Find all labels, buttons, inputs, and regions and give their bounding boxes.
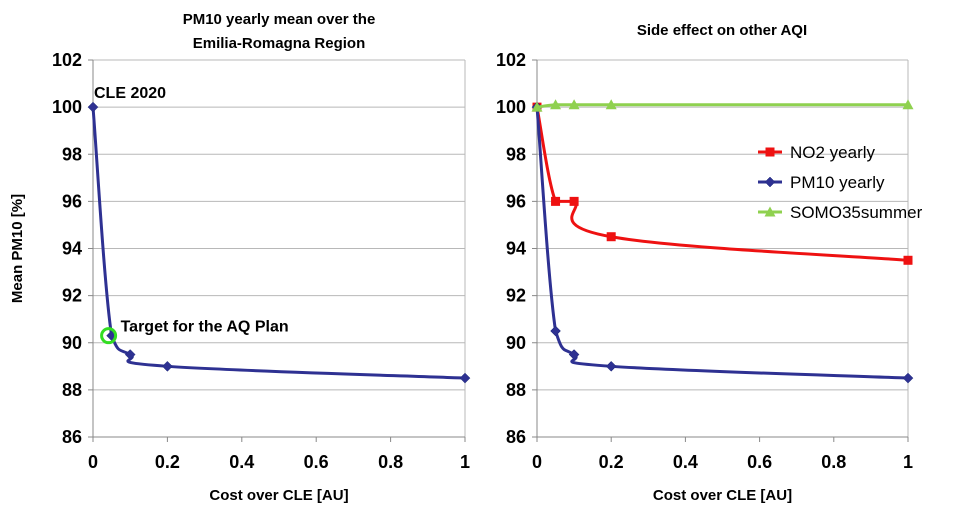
- data-point: [568, 99, 580, 110]
- x-tick-label: 0.6: [304, 452, 329, 472]
- y-tick-label: 100: [496, 97, 526, 117]
- x-tick-label: 0.4: [673, 452, 698, 472]
- data-point: [531, 101, 543, 112]
- chart-2: Side effect on other AQI8688909294969810…: [496, 22, 923, 504]
- y-axis-label: Mean PM10 [%]: [9, 194, 26, 303]
- chart-title: PM10 yearly mean over the: [183, 11, 376, 28]
- x-tick-label: 0.6: [747, 452, 772, 472]
- y-tick-label: 102: [52, 50, 82, 70]
- data-point: [902, 372, 914, 384]
- x-tick-label: 0.2: [155, 452, 180, 472]
- annotation-label: Target for the AQ Plan: [121, 319, 289, 336]
- x-tick-label: 1: [903, 452, 913, 472]
- y-tick-label: 92: [506, 286, 526, 306]
- y-tick-label: 94: [506, 239, 526, 259]
- x-axis-label: Cost over CLE [AU]: [209, 487, 348, 504]
- data-point: [605, 360, 617, 372]
- legend-label: NO2 yearly: [790, 143, 876, 162]
- y-tick-label: 96: [506, 191, 526, 211]
- y-tick-label: 88: [506, 380, 526, 400]
- annotation-label: CLE 2020: [94, 85, 166, 102]
- y-tick-label: 92: [62, 286, 82, 306]
- y-tick-label: 86: [62, 427, 82, 447]
- data-point: [87, 101, 99, 113]
- data-point: [568, 349, 580, 360]
- series-line-no2-yearly: [535, 106, 909, 262]
- data-point: [903, 255, 913, 265]
- data-point: [569, 196, 579, 206]
- data-point: [162, 360, 173, 372]
- legend-swatch-marker: [764, 176, 776, 188]
- y-tick-label: 98: [62, 144, 82, 164]
- y-tick-label: 98: [506, 144, 526, 164]
- data-point: [459, 372, 471, 384]
- y-tick-label: 94: [62, 239, 82, 259]
- x-tick-label: 0.8: [378, 452, 403, 472]
- legend-swatch-marker: [764, 206, 776, 217]
- x-tick-label: 0.4: [229, 452, 254, 472]
- y-tick-label: 88: [62, 380, 82, 400]
- y-tick-label: 100: [52, 97, 82, 117]
- y-tick-label: 90: [506, 333, 526, 353]
- chart-title: Side effect on other AQI: [637, 22, 807, 39]
- chart-1: PM10 yearly mean over the Emilia-Romagna …: [9, 11, 471, 504]
- legend: NO2 yearly PM10 yearly SOMO35summer: [758, 143, 923, 222]
- x-tick-label: 1: [460, 452, 470, 472]
- x-tick-label: 0.2: [599, 452, 624, 472]
- x-tick-label: 0: [88, 452, 98, 472]
- y-tick-label: 90: [62, 333, 82, 353]
- legend-label: SOMO35summer: [790, 203, 923, 222]
- x-tick-label: 0.8: [821, 452, 846, 472]
- data-point: [902, 99, 914, 110]
- x-axis-label: Cost over CLE [AU]: [653, 487, 792, 504]
- y-tick-label: 96: [62, 191, 82, 211]
- y-tick-label: 86: [506, 427, 526, 447]
- data-point: [550, 99, 562, 110]
- target-highlight-circle: [100, 327, 118, 345]
- x-tick-label: 0: [532, 452, 542, 472]
- data-point: [606, 232, 616, 242]
- data-point: [551, 196, 561, 206]
- legend-label: PM10 yearly: [790, 173, 885, 192]
- data-point: [605, 99, 617, 110]
- chart-title: Emilia-Romagna Region: [193, 35, 366, 52]
- data-point: [550, 325, 561, 337]
- data-point: [124, 349, 136, 360]
- y-tick-label: 102: [496, 50, 526, 70]
- series-line-1: [91, 107, 466, 380]
- legend-swatch-marker: [765, 147, 775, 157]
